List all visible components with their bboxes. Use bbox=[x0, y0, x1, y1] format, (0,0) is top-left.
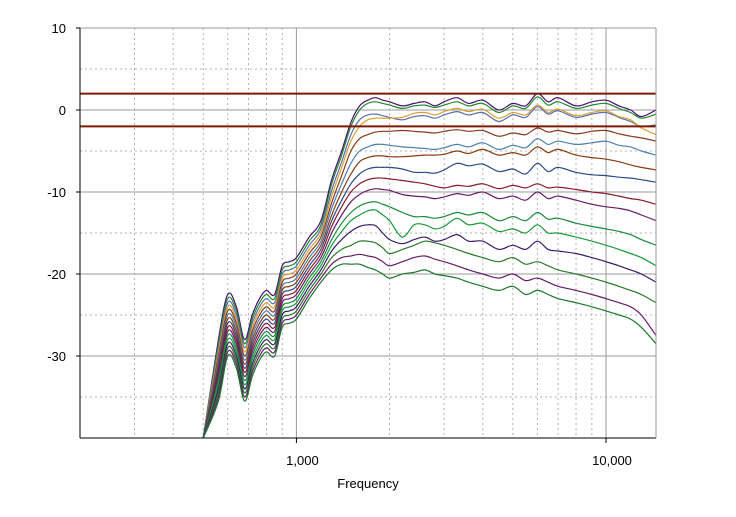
series-line-6 bbox=[202, 138, 656, 438]
x-axis-ticks: 1,000 10,000 bbox=[286, 438, 632, 468]
series-line-7 bbox=[202, 146, 656, 438]
series-line-5 bbox=[202, 127, 656, 438]
y-tick-label: -30 bbox=[47, 349, 66, 364]
series-line-12 bbox=[202, 209, 656, 438]
series-layer bbox=[202, 93, 656, 438]
x-tick-label: 10,000 bbox=[592, 453, 632, 468]
reference-lines bbox=[80, 92, 656, 128]
series-line-4 bbox=[202, 104, 656, 438]
series-line-11 bbox=[202, 201, 656, 438]
series-line-1 bbox=[202, 93, 656, 438]
y-axis-ticks: 10 0 -10 -20 -30 bbox=[47, 21, 80, 364]
series-line-14 bbox=[202, 240, 656, 438]
x-axis-title: Frequency bbox=[337, 476, 399, 491]
series-line-2 bbox=[202, 96, 656, 438]
series-line-13 bbox=[202, 224, 656, 438]
y-tick-label: -20 bbox=[47, 267, 66, 282]
series-line-16 bbox=[202, 263, 656, 438]
y-tick-label: 10 bbox=[52, 21, 66, 36]
y-tick-label: 0 bbox=[59, 103, 66, 118]
series-line-15 bbox=[202, 253, 656, 438]
series-line-3 bbox=[202, 106, 656, 438]
x-tick-label: 1,000 bbox=[286, 453, 319, 468]
y-tick-label: -10 bbox=[47, 185, 66, 200]
series-line-9 bbox=[202, 177, 656, 438]
series-line-8 bbox=[202, 162, 656, 438]
series-line-10 bbox=[202, 188, 656, 438]
